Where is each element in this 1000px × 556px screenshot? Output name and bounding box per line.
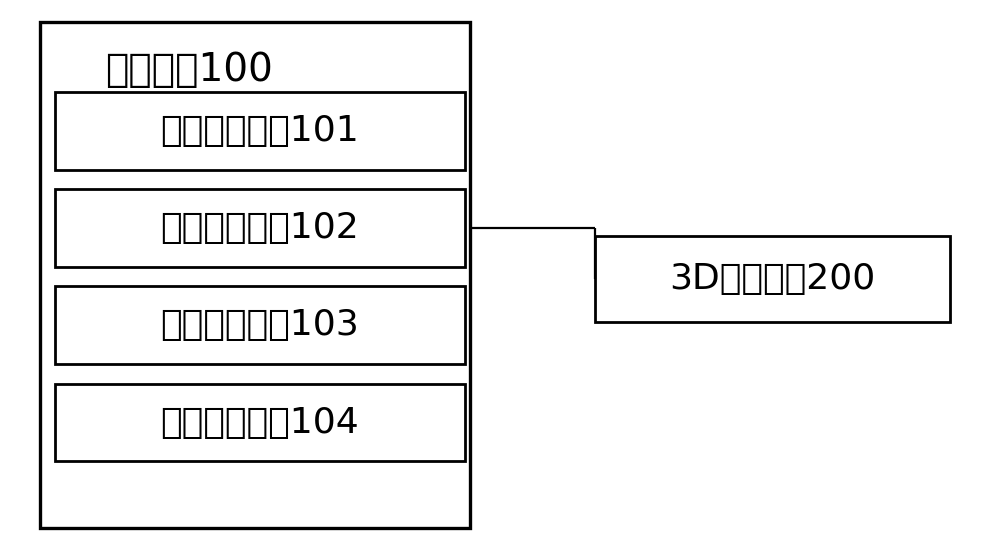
Bar: [55, 189, 465, 267]
Bar: [40, 22, 470, 528]
Bar: [55, 92, 465, 170]
Bar: [55, 384, 465, 461]
Text: 3D打印设备200: 3D打印设备200: [669, 262, 876, 296]
Text: 计算设备100: 计算设备100: [105, 51, 273, 88]
Text: 影像处理模块102: 影像处理模块102: [161, 211, 359, 245]
Bar: [55, 286, 465, 364]
Text: 模型提取模块101: 模型提取模块101: [161, 113, 359, 148]
Text: 计划输出模块104: 计划输出模块104: [161, 405, 359, 440]
Bar: [595, 236, 950, 322]
Text: 计划生成模块103: 计划生成模块103: [161, 308, 359, 342]
